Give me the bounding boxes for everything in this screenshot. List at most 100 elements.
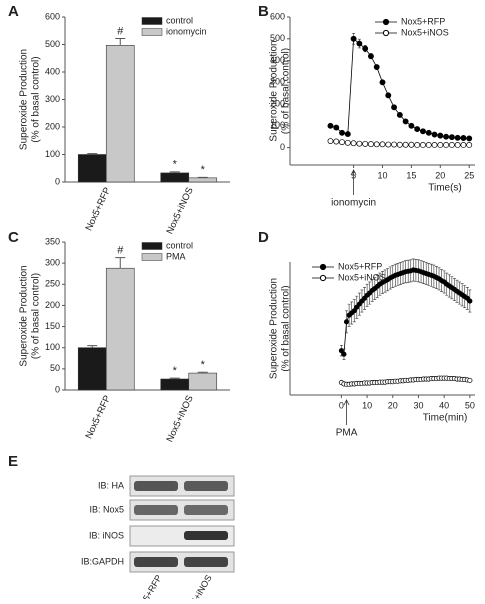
y-tick-label: 200 bbox=[45, 300, 60, 310]
point bbox=[448, 142, 455, 148]
legend-label: Nox5+iNOS bbox=[338, 272, 386, 282]
x-tick-label: 10 bbox=[377, 170, 387, 180]
point bbox=[466, 142, 473, 148]
point bbox=[402, 118, 409, 125]
y-tick-label: 200 bbox=[270, 98, 285, 108]
point bbox=[391, 104, 398, 111]
y-tick-label: 300 bbox=[45, 258, 60, 268]
point bbox=[341, 351, 347, 357]
point bbox=[414, 142, 421, 148]
point bbox=[385, 141, 392, 148]
legend-label: ionomycin bbox=[166, 26, 207, 36]
point bbox=[333, 124, 340, 131]
x-tick-label: 25 bbox=[464, 170, 474, 180]
x-tick-label: Nox5+iNOS bbox=[164, 394, 195, 444]
band bbox=[184, 557, 228, 567]
legend-label: Nox5+RFP bbox=[401, 16, 445, 26]
point bbox=[367, 53, 374, 60]
x-tick-label: 30 bbox=[413, 400, 423, 410]
legend-swatch bbox=[141, 17, 163, 25]
significance-label: * bbox=[173, 365, 178, 377]
y-tick-label: 0 bbox=[280, 142, 285, 152]
point bbox=[339, 129, 345, 136]
error-bar bbox=[169, 171, 180, 173]
y-tick-label: 150 bbox=[45, 321, 60, 331]
bar bbox=[188, 372, 218, 391]
point bbox=[350, 140, 357, 147]
significance-label: * bbox=[201, 359, 206, 371]
point bbox=[408, 141, 415, 148]
point bbox=[466, 135, 473, 142]
y-tick-label: 0 bbox=[55, 384, 60, 394]
bar bbox=[188, 177, 218, 183]
band bbox=[184, 481, 228, 491]
point bbox=[454, 142, 461, 148]
legend-swatch bbox=[141, 242, 163, 250]
legend-label: control bbox=[166, 15, 193, 25]
significance-label: * bbox=[201, 164, 206, 176]
y-tick-label: 400 bbox=[270, 55, 285, 65]
bar bbox=[105, 45, 135, 183]
error-bar bbox=[87, 153, 98, 155]
bar bbox=[160, 172, 190, 183]
x-tick-label: 20 bbox=[388, 400, 398, 410]
point bbox=[351, 308, 357, 314]
legend-marker bbox=[382, 29, 390, 37]
point bbox=[373, 64, 380, 71]
point bbox=[408, 122, 415, 129]
blot-row-label: IB: Nox5 bbox=[89, 504, 124, 514]
blot-row-label: IB: iNOS bbox=[89, 530, 124, 540]
error-bar bbox=[197, 371, 208, 374]
point bbox=[448, 134, 455, 141]
point bbox=[443, 142, 450, 148]
y-tick-label: 500 bbox=[45, 39, 60, 49]
point bbox=[356, 40, 363, 47]
x-tick-label: 40 bbox=[439, 400, 449, 410]
point bbox=[443, 133, 450, 140]
bar bbox=[77, 347, 107, 391]
point bbox=[343, 319, 350, 325]
panel-label: E bbox=[8, 453, 18, 470]
y-axis-title: (% of basal control) bbox=[31, 273, 42, 359]
y-tick-label: 300 bbox=[270, 77, 285, 87]
x-axis-title: Time(s) bbox=[428, 183, 462, 194]
point bbox=[460, 142, 467, 148]
annotation-arrow bbox=[343, 399, 350, 425]
point bbox=[362, 45, 369, 52]
panel-label: C bbox=[8, 229, 19, 246]
blot-lane-label: Nox5+RFP bbox=[133, 573, 164, 599]
y-tick-label: 100 bbox=[270, 120, 285, 130]
y-tick-label: 250 bbox=[45, 279, 60, 289]
point bbox=[437, 132, 444, 139]
y-axis-title: Superoxide Production bbox=[269, 40, 280, 141]
point bbox=[338, 348, 344, 354]
x-axis-title: Time(min) bbox=[423, 413, 468, 424]
band bbox=[134, 557, 178, 567]
y-tick-label: 100 bbox=[45, 342, 60, 352]
legend-label: Nox5+RFP bbox=[338, 261, 382, 271]
x-tick-label: 50 bbox=[465, 400, 475, 410]
point bbox=[414, 126, 421, 133]
point bbox=[362, 140, 369, 147]
y-tick-label: 50 bbox=[50, 363, 60, 373]
band bbox=[184, 531, 228, 540]
point bbox=[467, 377, 473, 383]
point bbox=[333, 138, 340, 145]
band bbox=[184, 505, 228, 515]
y-axis-title: (% of basal control) bbox=[31, 56, 42, 142]
point bbox=[373, 141, 380, 148]
y-axis-title: (% of basal control) bbox=[281, 285, 292, 371]
point bbox=[402, 141, 409, 148]
error-bar bbox=[87, 345, 98, 348]
x-tick-label: 10 bbox=[362, 400, 372, 410]
point bbox=[379, 141, 386, 148]
x-tick-label: 20 bbox=[435, 170, 445, 180]
panel-label: B bbox=[258, 3, 269, 20]
point bbox=[339, 139, 345, 146]
panel-label: A bbox=[8, 3, 19, 20]
point bbox=[437, 142, 444, 148]
point bbox=[344, 139, 351, 146]
legend-label: PMA bbox=[166, 251, 186, 261]
point bbox=[367, 141, 374, 148]
point bbox=[431, 131, 438, 138]
